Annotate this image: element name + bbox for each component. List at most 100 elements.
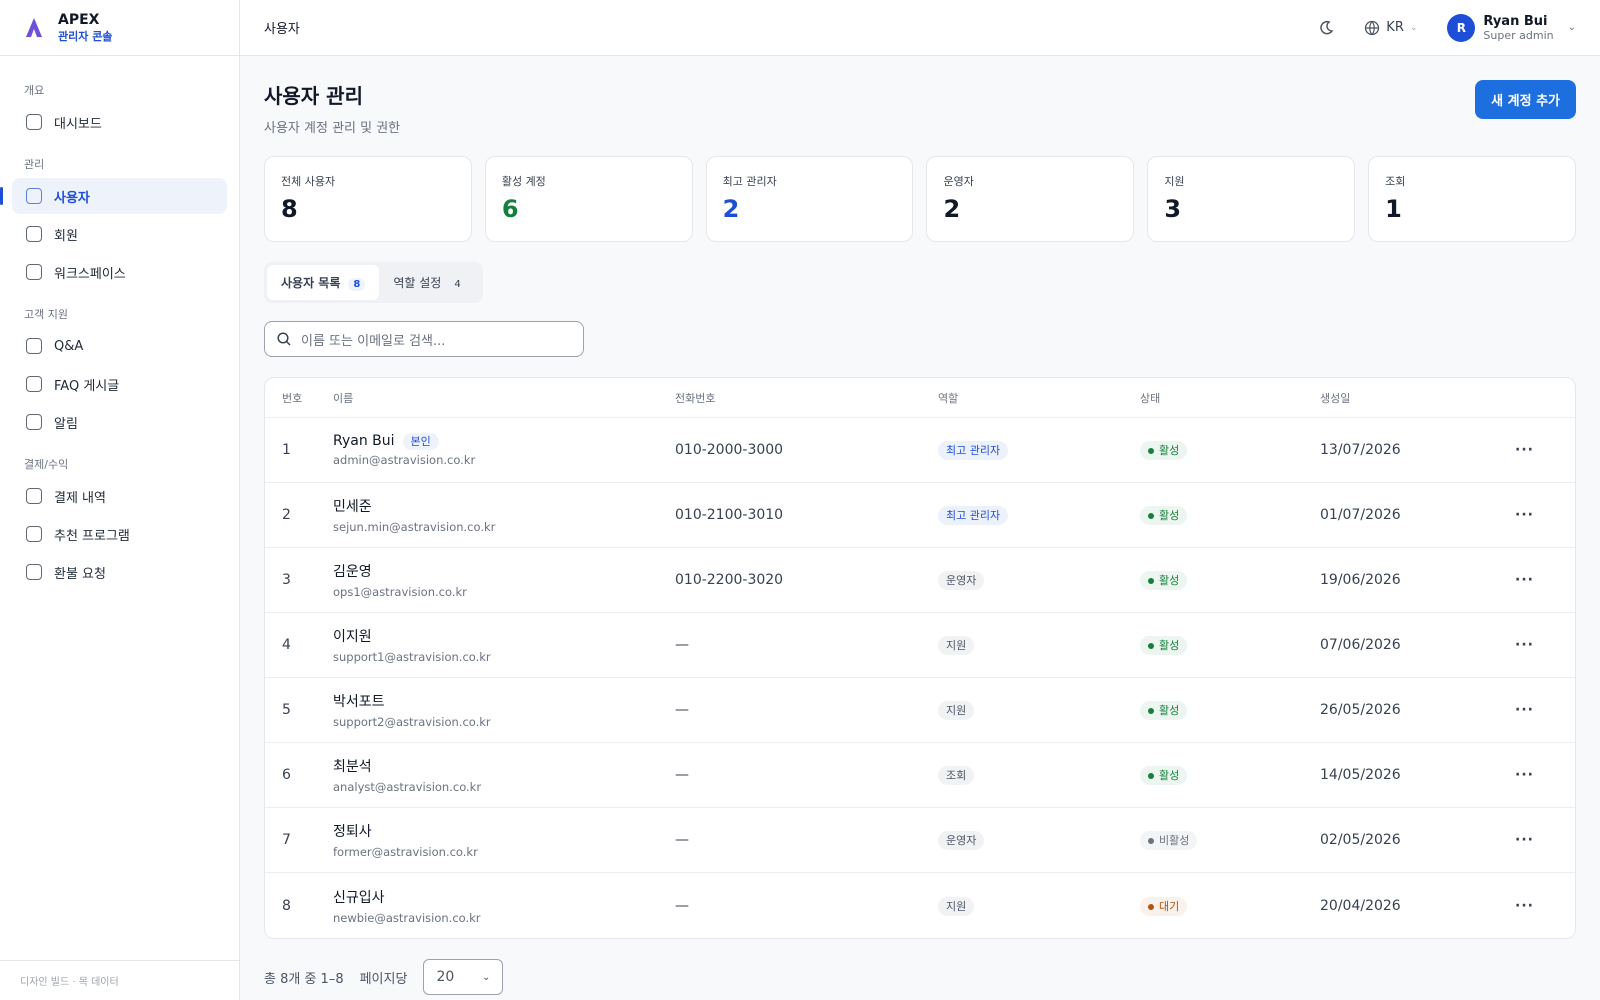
- nav-item[interactable]: 알림: [12, 404, 227, 440]
- row-menu[interactable]: ···: [1515, 832, 1534, 848]
- status-label: 활성: [1159, 509, 1180, 522]
- role-cell: 최고 관리자: [938, 506, 1140, 525]
- nav-item[interactable]: 사용자: [0, 178, 227, 214]
- role-cell: 조회: [938, 766, 1140, 785]
- nav-item[interactable]: Q&A: [12, 328, 227, 364]
- user-role: Super admin: [1483, 28, 1554, 42]
- user-menu[interactable]: R Ryan Bui Super admin ⌄: [1447, 13, 1576, 42]
- per-page-select[interactable]: 20 ⌄: [423, 959, 504, 995]
- name-line: 정퇴사: [333, 821, 675, 841]
- row-menu[interactable]: ···: [1515, 507, 1534, 523]
- status-dot: [1148, 448, 1154, 454]
- user-name: 박서포트: [333, 694, 385, 710]
- add-button-label: 새 계정 추가: [1491, 94, 1560, 109]
- row-number: 4: [282, 637, 291, 653]
- phone: 010-2100-3010: [675, 507, 784, 523]
- name-line: 김운영: [333, 561, 675, 581]
- user-email: support1@astravision.co.kr: [333, 650, 491, 664]
- role-badge: 지원: [938, 636, 975, 655]
- phone: 010-2200-3020: [675, 572, 784, 588]
- phone: —: [675, 637, 689, 653]
- row-menu[interactable]: ···: [1515, 767, 1534, 783]
- table-row: 1 Ryan Bui 본인 admin@astravision.co.kr 010-20…: [265, 418, 1575, 483]
- name-cell: Ryan Bui 본인 admin@astravision.co.kr: [333, 433, 675, 467]
- nav-item[interactable]: 환불 요청: [12, 554, 227, 590]
- nav-icon: [26, 338, 42, 354]
- nav-label: 워크스페이스: [54, 266, 126, 282]
- status-label: 비활성: [1159, 834, 1190, 847]
- user-email: newbie@astravision.co.kr: [333, 910, 481, 925]
- stat-label: 최고 관리자: [722, 175, 777, 188]
- per-page: 20: [436, 969, 455, 985]
- nav-label: 회원: [54, 228, 78, 244]
- role-badge: 운영자: [938, 571, 985, 590]
- name-cell: 김운영 ops1@astravision.co.kr: [333, 561, 675, 599]
- status-badge: 비활성: [1140, 831, 1198, 850]
- nav-item[interactable]: 추천 프로그램: [12, 516, 227, 552]
- table-header: 번호 이름 전화번호 역할 상태 생성일: [265, 378, 1575, 418]
- pagination: 총 8개 중 1–8 페이지당 20 ⌄: [264, 959, 1576, 995]
- search-placeholder: 이름 또는 이메일로 검색...: [301, 333, 446, 349]
- row-menu[interactable]: ···: [1515, 702, 1534, 718]
- role-cell: 운영자: [938, 571, 1140, 590]
- phone: —: [675, 767, 689, 783]
- tab[interactable]: 사용자 목록 8: [267, 265, 380, 300]
- globe-icon: [1365, 20, 1380, 35]
- row-menu[interactable]: ···: [1515, 637, 1534, 653]
- created-date: 01/07/2026: [1320, 507, 1401, 523]
- nav-item[interactable]: 회원: [12, 216, 227, 252]
- stat-label: 활성 계정: [501, 175, 546, 188]
- user-email: admin@astravision.co.kr: [333, 453, 476, 467]
- nav-label: 알림: [54, 416, 78, 432]
- sidebar: APEX 관리자 콘솔 개요 대시보드 관리 사용자 회원 워크스페이스 고객 지원 Q&A FA…: [0, 0, 240, 1000]
- created-date: 02/05/2026: [1320, 832, 1401, 848]
- nav-icon: [26, 414, 42, 430]
- created-date: 26/05/2026: [1320, 702, 1401, 718]
- nav-label: 대시보드: [54, 116, 102, 132]
- nav-section-label: 결제/수익: [24, 458, 69, 471]
- table-row: 8 신규입사 newbie@astravision.co.kr — 지원 대기 20/04/…: [265, 873, 1575, 938]
- status-badge: 활성: [1140, 571, 1188, 590]
- created-date: 19/06/2026: [1320, 572, 1401, 588]
- stat-card: 활성 계정 6: [484, 156, 693, 242]
- phone: 010-2000-3000: [675, 442, 784, 458]
- row-menu[interactable]: ···: [1515, 572, 1534, 588]
- theme-toggle[interactable]: [1318, 20, 1334, 36]
- nav-label: 사용자: [54, 190, 90, 206]
- pagination-summary: 총 8개 중 1–8: [264, 971, 344, 987]
- nav-section-label: 고객 지원: [24, 308, 68, 321]
- brand-text: APEX 관리자 콘솔: [58, 12, 112, 44]
- nav-section-label: 관리: [24, 158, 45, 171]
- column-header: 상태: [1140, 391, 1161, 405]
- status-dot: [1148, 903, 1154, 910]
- row-menu[interactable]: ···: [1515, 442, 1534, 458]
- language-select[interactable]: KR ⌄: [1364, 20, 1417, 36]
- role-badge: 최고 관리자: [938, 441, 1009, 460]
- table-row: 2 민세준 sejun.min@astravision.co.kr 010-2100-…: [265, 483, 1575, 548]
- stat-card: 최고 관리자 2: [705, 156, 914, 242]
- user-info: Ryan Bui Super admin: [1483, 14, 1553, 42]
- row-menu[interactable]: ···: [1515, 897, 1534, 914]
- name-line: Ryan Bui 본인: [333, 433, 675, 450]
- search-input[interactable]: 이름 또는 이메일로 검색...: [264, 321, 584, 357]
- role-cell: 최고 관리자: [938, 441, 1140, 460]
- table-row: 3 김운영 ops1@astravision.co.kr 010-2200-3020 운…: [265, 548, 1575, 613]
- page-title: 사용자 관리: [264, 84, 363, 108]
- status-label: 활성: [1159, 704, 1180, 717]
- user-name: 김운영: [333, 564, 372, 580]
- user-name: 정퇴사: [333, 824, 372, 840]
- brand-name: APEX: [58, 11, 100, 28]
- column-header: 생성일: [1320, 391, 1351, 405]
- nav-item[interactable]: 대시보드: [12, 104, 227, 140]
- add-account-button[interactable]: 새 계정 추가: [1475, 80, 1576, 119]
- status-label: 활성: [1159, 444, 1180, 457]
- nav-item[interactable]: 워크스페이스: [12, 254, 227, 290]
- name-line: 신규입사: [333, 887, 675, 907]
- tab[interactable]: 역할 설정 4: [379, 265, 479, 300]
- nav-item[interactable]: FAQ 게시글: [12, 366, 227, 402]
- table-row: 4 이지원 support1@astravision.co.kr — 지원 활성 07/06…: [265, 613, 1575, 678]
- status-cell: 활성: [1140, 571, 1320, 590]
- user-name: 신규입사: [333, 889, 385, 906]
- nav-item[interactable]: 결제 내역: [12, 478, 227, 514]
- phone: —: [675, 897, 689, 914]
